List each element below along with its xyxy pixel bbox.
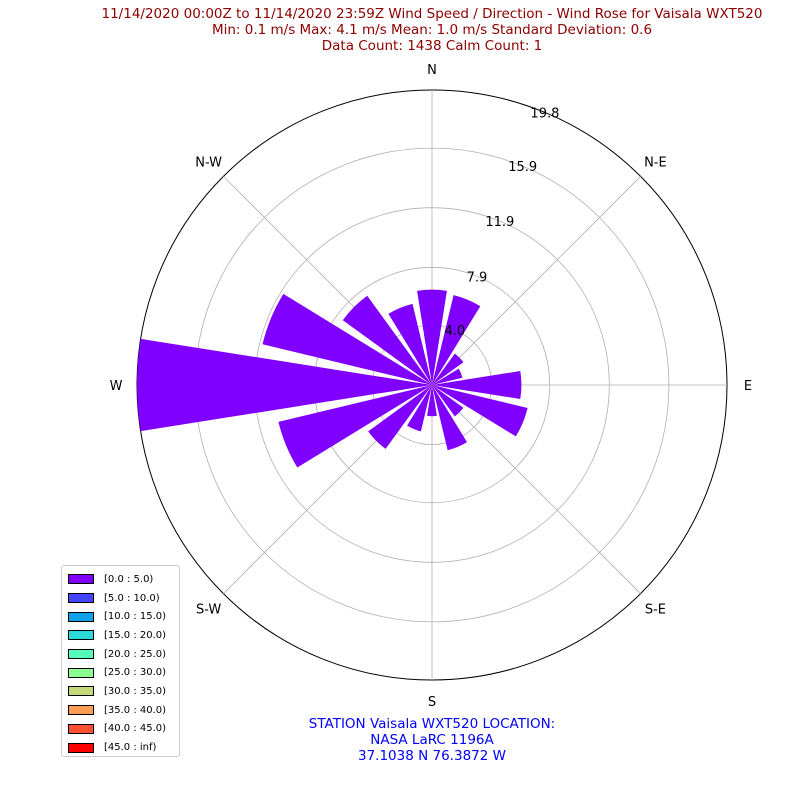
radial-tick-label: 7.9 xyxy=(467,270,488,285)
radial-tick-label: 19.8 xyxy=(530,107,559,122)
legend-item: [45.0 : inf) xyxy=(68,738,179,757)
legend-item: [10.0 : 15.0) xyxy=(68,607,179,626)
wind-bar-22.5 xyxy=(432,295,481,385)
legend-swatch xyxy=(68,705,94,716)
legend-swatch xyxy=(68,686,94,697)
direction-label-s: S xyxy=(428,695,436,710)
legend-swatch xyxy=(68,649,94,660)
direction-label-n: N xyxy=(427,63,437,78)
legend-swatch xyxy=(68,723,94,734)
legend-label: [25.0 : 30.0) xyxy=(104,667,167,679)
legend-item: [30.0 : 35.0) xyxy=(68,682,179,701)
wind-bar-337.5 xyxy=(388,303,432,385)
wind-bar-247.5 xyxy=(278,385,432,468)
direction-label-n-w: N-W xyxy=(195,156,222,171)
axis-labels: 4.0 7.9 11.9 15.9 19.8 N N-E E S-E S S-W W N-W xyxy=(110,63,753,710)
wind-bar-0 xyxy=(417,289,447,385)
legend-label: [5.0 : 10.0) xyxy=(104,592,160,604)
legend: [0.0 : 5.0) [5.0 : 10.0) [10.0 : 15.0) [15.… xyxy=(61,565,180,757)
wind-bar-292.5 xyxy=(262,293,432,385)
wind-bar-135 xyxy=(432,385,464,417)
wind-bar-67.5 xyxy=(432,368,463,385)
legend-swatch xyxy=(68,667,94,678)
wind-rose-bars xyxy=(136,289,528,468)
radial-tick-label: 11.9 xyxy=(485,215,514,230)
legend-item: [15.0 : 20.0) xyxy=(68,626,179,645)
wind-bar-157.5 xyxy=(432,385,468,451)
radial-tick-label: 4.0 xyxy=(444,324,465,339)
legend-label: [0.0 : 5.0) xyxy=(104,573,154,585)
chart-title: 11/14/2020 00:00Z to 11/14/2020 23:59Z W… xyxy=(0,6,800,54)
wind-bar-225 xyxy=(368,385,432,449)
legend-item: [20.0 : 25.0) xyxy=(68,645,179,664)
legend-label: [35.0 : 40.0) xyxy=(104,704,167,716)
legend-swatch xyxy=(68,574,94,585)
station-line-2: NASA LaRC 1196A xyxy=(370,732,494,748)
legend-label: [10.0 : 15.0) xyxy=(104,611,167,623)
wind-bar-90 xyxy=(432,371,522,399)
legend-item: [25.0 : 30.0) xyxy=(68,663,179,682)
wind-bar-315 xyxy=(342,295,432,385)
station-info: STATION Vaisala WXT520 LOCATION: NASA La… xyxy=(0,716,800,764)
title-line-3: Data Count: 1438 Calm Count: 1 xyxy=(321,38,543,54)
legend-item: [5.0 : 10.0) xyxy=(68,589,179,608)
wind-bar-202.5 xyxy=(407,385,432,432)
direction-label-e: E xyxy=(744,379,752,394)
wind-bar-270 xyxy=(136,338,433,432)
wind-bar-112.5 xyxy=(432,385,528,437)
grid-spoke xyxy=(431,384,641,594)
title-line-1: 11/14/2020 00:00Z to 11/14/2020 23:59Z W… xyxy=(101,6,763,22)
legend-label: [45.0 : inf) xyxy=(104,742,157,754)
legend-swatch xyxy=(68,742,94,753)
grid-spoke xyxy=(431,176,641,386)
direction-label-w: W xyxy=(110,379,123,394)
legend-item: [35.0 : 40.0) xyxy=(68,701,179,720)
legend-label: [15.0 : 20.0) xyxy=(104,629,167,641)
legend-swatch xyxy=(68,593,94,604)
wind-bar-45 xyxy=(432,353,464,385)
station-line-1: STATION Vaisala WXT520 LOCATION: xyxy=(308,716,556,732)
legend-label: [20.0 : 25.0) xyxy=(104,648,167,660)
radial-tick-label: 15.9 xyxy=(508,160,537,175)
direction-label-s-e: S-E xyxy=(645,602,666,617)
legend-swatch xyxy=(68,611,94,622)
legend-item: [0.0 : 5.0) xyxy=(68,570,179,589)
title-line-2: Min: 0.1 m/s Max: 4.1 m/s Mean: 1.0 m/s … xyxy=(211,22,653,38)
legend-item: [40.0 : 45.0) xyxy=(68,720,179,739)
direction-label-s-w: S-W xyxy=(196,602,221,617)
wind-bar-180 xyxy=(427,385,437,417)
direction-label-n-e: N-E xyxy=(644,156,667,171)
legend-swatch xyxy=(68,630,94,641)
legend-label: [40.0 : 45.0) xyxy=(104,723,167,735)
legend-label: [30.0 : 35.0) xyxy=(104,685,167,697)
station-line-3: 37.1038 N 76.3872 W xyxy=(358,748,506,764)
